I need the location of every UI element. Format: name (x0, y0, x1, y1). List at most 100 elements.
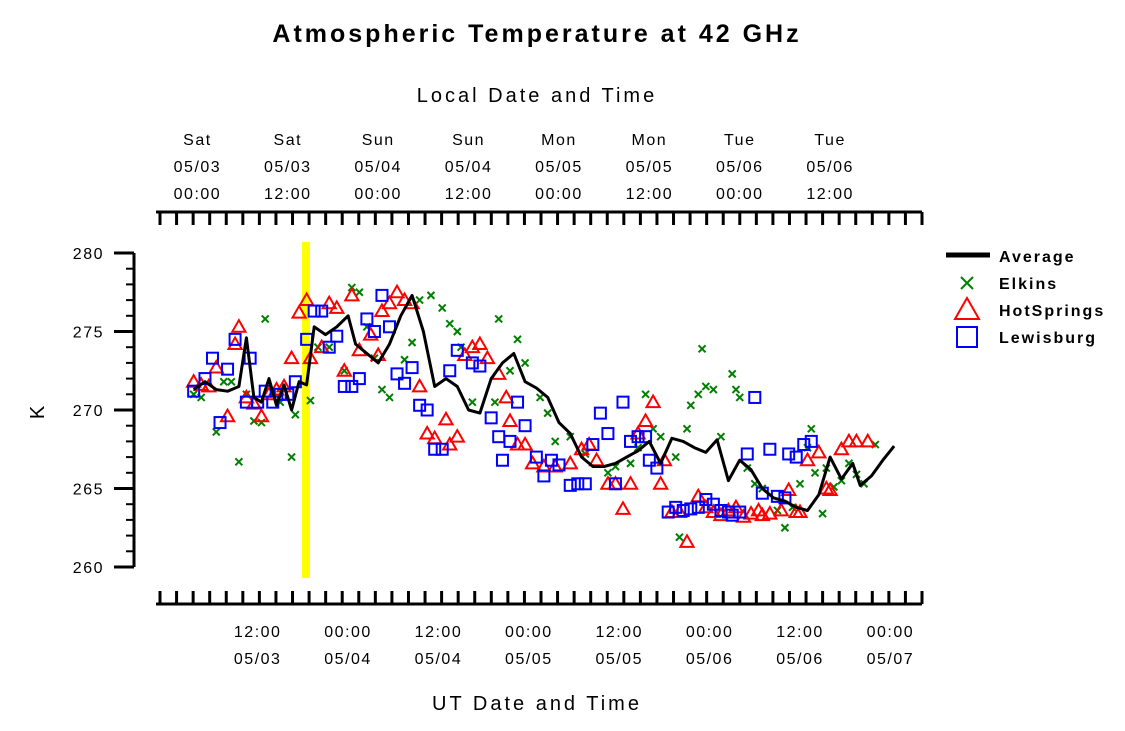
elkins-point-stroke (438, 303, 447, 313)
hotsprings-point (320, 294, 338, 310)
hotsprings-point (761, 505, 779, 520)
lewisburg-point (420, 403, 434, 417)
hotsprings-point (290, 304, 308, 319)
hotsprings-point (448, 428, 466, 443)
elkins-point (468, 397, 477, 407)
bottom-tick-time: 12:00 (776, 624, 824, 641)
bottom-tick-time: 00:00 (324, 624, 372, 641)
lewisburg-point (390, 367, 404, 381)
lewisburg-point (797, 438, 811, 452)
lewisburg-point (725, 508, 739, 522)
elkins-point-stroke (780, 523, 790, 532)
elkins-point (818, 509, 827, 518)
elkins-point (291, 410, 300, 419)
top-tick-time: 00:00 (354, 186, 402, 203)
elkins-point (355, 288, 364, 297)
elkins-point (735, 393, 744, 402)
lewisburg-point (804, 434, 818, 448)
elkins-point-stroke (385, 393, 394, 402)
elkins-point-stroke (697, 344, 707, 353)
elkins-point (671, 452, 680, 462)
bottom-tick-time: 12:00 (415, 624, 463, 641)
top-tick-day: Sat (274, 132, 303, 149)
elkins-point-stroke (550, 437, 560, 446)
highlight-band (301, 242, 310, 578)
top-tick-day: Sun (452, 132, 485, 149)
elkins-point-stroke (490, 397, 500, 407)
bottom-tick-time: 12:00 (234, 624, 282, 641)
y-tick-label: 270 (73, 403, 104, 420)
lewisburg-point (601, 427, 615, 441)
elkins-point-stroke (716, 432, 726, 441)
lewisburg-point (650, 461, 664, 475)
elkins-point-stroke (844, 459, 854, 468)
lewisburg-point (398, 376, 412, 390)
bottom-tick-date: 05/04 (415, 651, 463, 668)
top-tick-date: 05/06 (716, 159, 764, 176)
hotsprings-point (772, 501, 790, 517)
hotsprings-point (689, 487, 707, 503)
lewisburg-point (684, 502, 698, 516)
hotsprings-point (671, 503, 688, 518)
hotsprings-point (373, 302, 391, 318)
elkins-point-stroke (291, 410, 300, 419)
top-tick-time: 00:00 (716, 186, 764, 203)
top-tick-time: 12:00 (806, 186, 854, 203)
hotsprings-point (705, 503, 722, 518)
elkins-point (535, 393, 545, 402)
lewisburg-point (763, 442, 777, 456)
elkins-point (694, 390, 703, 399)
top-tick-date: 05/05 (535, 159, 583, 176)
hotsprings-point (614, 500, 632, 515)
elkins-point-stroke (453, 327, 462, 336)
elkins-point-stroke (611, 462, 620, 471)
lewisburg-point (337, 379, 351, 393)
lewisburg-point (307, 304, 321, 318)
lewisburg-point (443, 364, 457, 378)
hotsprings-point (362, 326, 379, 341)
elkins-point (603, 468, 613, 478)
top-tick-day: Sun (362, 132, 395, 149)
top-tick-time: 12:00 (264, 186, 312, 203)
elkins-point (257, 418, 266, 427)
elkins-point-stroke (355, 288, 364, 297)
legend-label: Average (999, 249, 1076, 266)
elkins-point-stroke (603, 468, 613, 478)
bottom-tick-date: 05/07 (867, 651, 915, 668)
elkins-point-stroke (306, 396, 315, 405)
lewisburg-point (529, 450, 543, 464)
hotsprings-point (821, 481, 839, 497)
elkins-point (234, 457, 244, 467)
elkins-point (810, 468, 820, 478)
legend-label: Elkins (999, 276, 1058, 293)
lewisburg-point (563, 478, 577, 492)
bottom-tick-date: 05/06 (776, 651, 824, 668)
lewisburg-point (251, 395, 265, 409)
lewisburg-point (473, 359, 487, 373)
lewisburg-point (360, 312, 374, 326)
elkins-point (490, 397, 500, 407)
elkins-point-stroke (535, 393, 545, 402)
elkins-point-stroke (543, 408, 552, 418)
elkins-point (731, 385, 741, 394)
lewisburg-point (465, 356, 479, 370)
bottom-tick-date: 05/05 (505, 651, 553, 668)
elkins-point-stroke (505, 366, 515, 375)
hotsprings-point (388, 283, 406, 299)
elkins-point-stroke (407, 338, 417, 347)
elkins-point-stroke (261, 314, 270, 324)
elkins-point (219, 377, 228, 386)
top-tick-time: 00:00 (174, 186, 222, 203)
lewisburg-point (367, 325, 381, 338)
hotsprings-point (479, 349, 496, 365)
lewisburg-point (315, 304, 329, 318)
elkins-point (445, 319, 454, 328)
top-tick-day: Sat (183, 132, 212, 149)
average-line (192, 293, 896, 512)
lewisburg-point (676, 503, 690, 517)
elkins-point (385, 393, 394, 402)
hotsprings-point (313, 338, 331, 354)
hotsprings-point (818, 479, 835, 495)
y-tick-label: 260 (73, 560, 104, 577)
top-tick-day: Tue (814, 132, 845, 149)
